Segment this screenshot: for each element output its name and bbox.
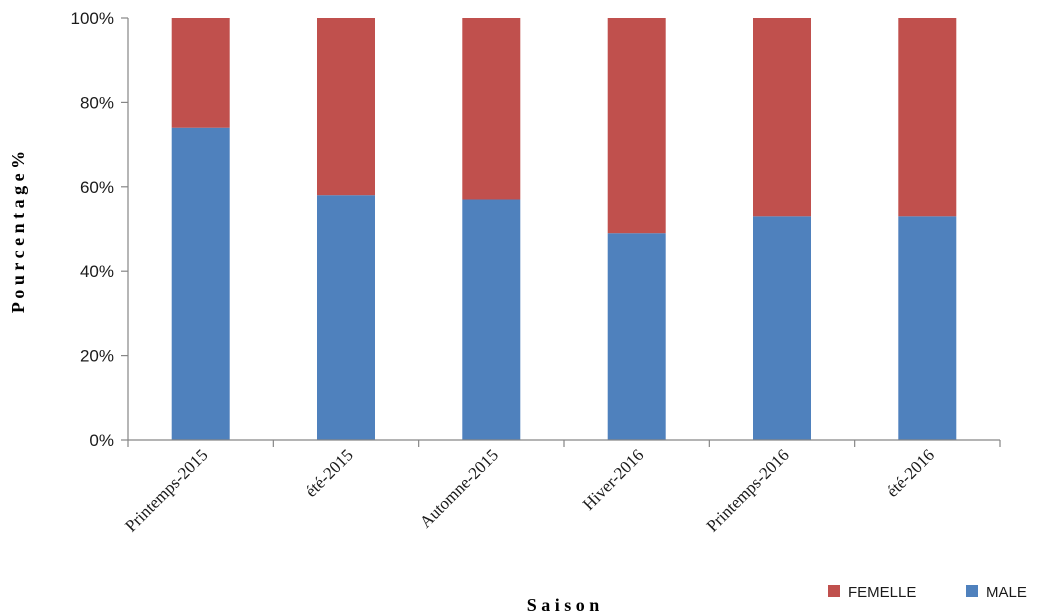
- x-ticks: Printemps-2015 été-2015 Automne-2015 Hiver-…: [121, 440, 1001, 536]
- bar-femelle-6: [898, 18, 957, 217]
- bar-femelle-3: [462, 18, 521, 200]
- bar-male-2: [317, 195, 375, 440]
- x-category-label: Printemps-2016: [703, 445, 793, 535]
- bar-male-1: [171, 127, 230, 440]
- y-axis-title: P o u r c e n t a g e %: [8, 151, 28, 313]
- x-category-label: été-2015: [301, 445, 356, 500]
- y-ticks: 0% 20% 40% 60% 80% 100%: [71, 9, 128, 450]
- bar-male-4: [607, 233, 666, 440]
- y-tick-label: 60%: [80, 178, 114, 197]
- bars: [171, 18, 957, 440]
- axes: [127, 18, 1000, 441]
- y-tick-label: 20%: [80, 347, 114, 366]
- bar-male-6: [898, 216, 957, 440]
- x-category-label: Automne-2015: [416, 445, 502, 531]
- y-tick-label: 0%: [89, 431, 114, 450]
- legend-label-femelle: FEMELLE: [848, 584, 916, 601]
- bar-male-3: [462, 199, 521, 440]
- legend-swatch-male: [966, 585, 978, 597]
- bar-femelle-4: [607, 18, 666, 234]
- y-tick-label: 100%: [71, 9, 114, 28]
- y-tick-label: 40%: [80, 262, 114, 281]
- x-category-label: Hiver-2016: [579, 445, 648, 514]
- x-category-label: Printemps-2015: [121, 445, 211, 535]
- x-category-label: été-2016: [883, 445, 938, 500]
- bar-male-5: [753, 216, 811, 440]
- bar-femelle-5: [753, 18, 811, 217]
- legend-label-male: MALE: [986, 584, 1027, 601]
- y-tick-label: 80%: [80, 93, 114, 112]
- legend: FEMELLE MALE: [828, 584, 1027, 601]
- bar-femelle-1: [171, 18, 230, 128]
- x-axis-title: S a i s o n: [527, 595, 600, 615]
- legend-swatch-femelle: [828, 585, 840, 597]
- bar-femelle-2: [317, 18, 375, 196]
